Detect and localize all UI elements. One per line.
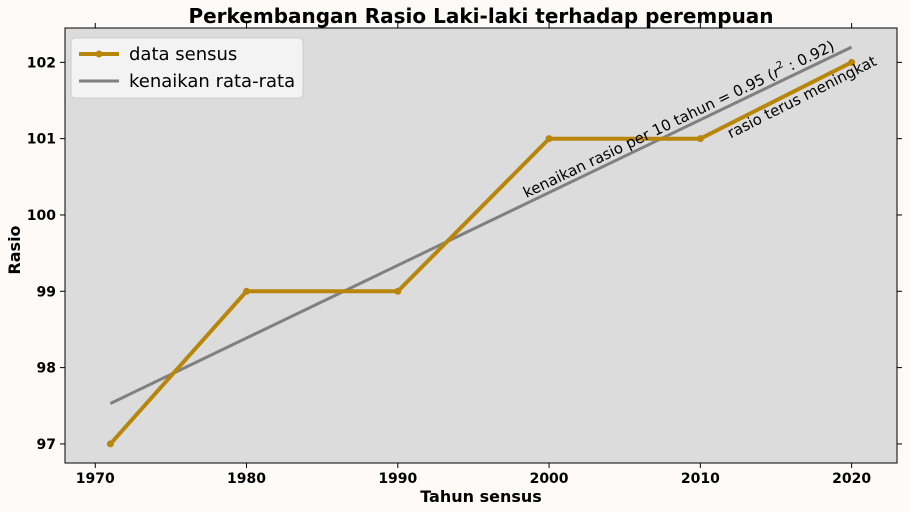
x-tick-label: 2020 <box>832 471 871 487</box>
data-point <box>243 287 251 295</box>
x-tick-label: 1970 <box>76 471 115 487</box>
chart-title: Perkembangan Rasio Laki-laki terhadap pe… <box>188 4 773 28</box>
y-tick-label: 97 <box>37 437 56 453</box>
data-point <box>848 58 856 66</box>
x-tick-label: 2010 <box>681 471 720 487</box>
data-point <box>545 135 553 143</box>
data-point <box>394 287 402 295</box>
legend-label: kenaikan rata-rata <box>129 71 295 92</box>
legend: data sensus kenaikan rata-rata <box>70 37 304 99</box>
x-tick-label: 1980 <box>227 471 266 487</box>
plot-background <box>65 28 897 463</box>
series-layer <box>106 45 856 448</box>
y-tick-label: 101 <box>27 132 56 148</box>
legend-marker <box>95 50 103 58</box>
data-point <box>106 440 114 448</box>
series-line-data-sensus <box>108 60 853 446</box>
plot-frame <box>64 27 898 464</box>
series-line-kenaikan-rata-rata <box>109 45 853 405</box>
y-tick-label: 98 <box>37 361 56 377</box>
legend-box <box>70 37 304 99</box>
ticks-layer: 1970 1980 1990 2000 2010 2020 97 98 99 100 101 102 <box>27 23 902 487</box>
y-tick-label: 99 <box>37 284 56 300</box>
legend-entry: kenaikan rata-rata <box>79 71 295 92</box>
data-point <box>696 135 704 143</box>
x-tick-label: 2000 <box>530 471 569 487</box>
legend-entry: data sensus <box>79 44 237 65</box>
trend-annotation-sup: 2 <box>775 59 786 72</box>
legend-label: data sensus <box>129 44 237 65</box>
y-tick-label: 100 <box>27 208 56 224</box>
y-tick-label: 102 <box>27 55 56 71</box>
x-axis-label: Tahun sensus <box>420 487 542 506</box>
y-axis-label: Rasio <box>5 225 24 274</box>
x-tick-label: 1990 <box>378 471 417 487</box>
